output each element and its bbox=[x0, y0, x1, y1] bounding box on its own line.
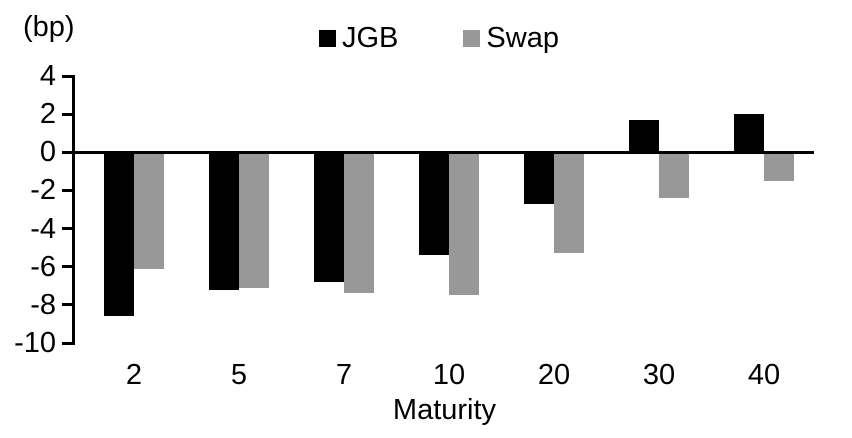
y-axis-tick-label: -8 bbox=[30, 288, 56, 321]
bar-jgb-10 bbox=[419, 152, 449, 256]
legend-item-jgb: JGB bbox=[319, 21, 398, 55]
bar-swap-5 bbox=[239, 152, 269, 288]
y-axis-tick-label: 0 bbox=[39, 136, 56, 169]
y-axis-tick bbox=[62, 150, 75, 154]
bar-swap-20 bbox=[554, 152, 584, 254]
legend-label-jgb: JGB bbox=[342, 22, 399, 54]
x-axis-tick-label: 7 bbox=[335, 359, 353, 391]
x-axis-tick-label: 10 bbox=[432, 359, 466, 391]
y-axis-line bbox=[72, 74, 75, 345]
y-axis-tick bbox=[62, 303, 75, 307]
bar-swap-40 bbox=[764, 152, 794, 181]
bar-swap-7 bbox=[344, 152, 374, 294]
y-axis-tick-label: 4 bbox=[39, 60, 56, 92]
y-axis-tick-label: -10 bbox=[14, 327, 56, 359]
y-axis-tick bbox=[62, 112, 75, 116]
x-axis-tick-label: 30 bbox=[642, 359, 676, 391]
bar-jgb-40 bbox=[734, 114, 764, 153]
bar-jgb-20 bbox=[524, 152, 554, 204]
y-axis-tick-label: 2 bbox=[39, 98, 56, 131]
bar-swap-10 bbox=[449, 152, 479, 296]
y-axis-tick bbox=[62, 265, 75, 269]
bar-jgb-7 bbox=[314, 152, 344, 282]
bar-jgb-5 bbox=[209, 152, 239, 290]
bar-jgb-30 bbox=[629, 119, 659, 153]
swap-series-swatch-icon bbox=[463, 29, 481, 47]
x-axis-tick-label: 5 bbox=[230, 359, 248, 391]
y-axis-unit-label: (bp) bbox=[23, 11, 75, 43]
y-axis-tick-label: -2 bbox=[30, 174, 56, 207]
legend: JGB Swap bbox=[319, 21, 559, 55]
bar-swap-30 bbox=[659, 152, 689, 199]
x-axis-title: Maturity bbox=[392, 394, 497, 426]
x-axis-tick-label: 20 bbox=[537, 359, 571, 391]
legend-item-swap: Swap bbox=[463, 21, 559, 55]
y-axis-tick-label: -6 bbox=[30, 250, 56, 283]
x-axis-tick-label: 40 bbox=[747, 359, 781, 391]
y-axis-tick bbox=[62, 341, 75, 345]
legend-label-swap: Swap bbox=[486, 22, 559, 54]
bar-jgb-2 bbox=[104, 152, 134, 317]
zero-line bbox=[72, 150, 814, 154]
x-axis-tick-label: 2 bbox=[125, 359, 143, 391]
y-axis-tick bbox=[62, 74, 75, 78]
jgb-series-swatch-icon bbox=[319, 29, 336, 47]
bar-swap-2 bbox=[134, 152, 164, 269]
y-axis-tick-label: -4 bbox=[30, 212, 56, 245]
y-axis-tick bbox=[62, 188, 75, 192]
y-axis-tick bbox=[62, 227, 75, 231]
